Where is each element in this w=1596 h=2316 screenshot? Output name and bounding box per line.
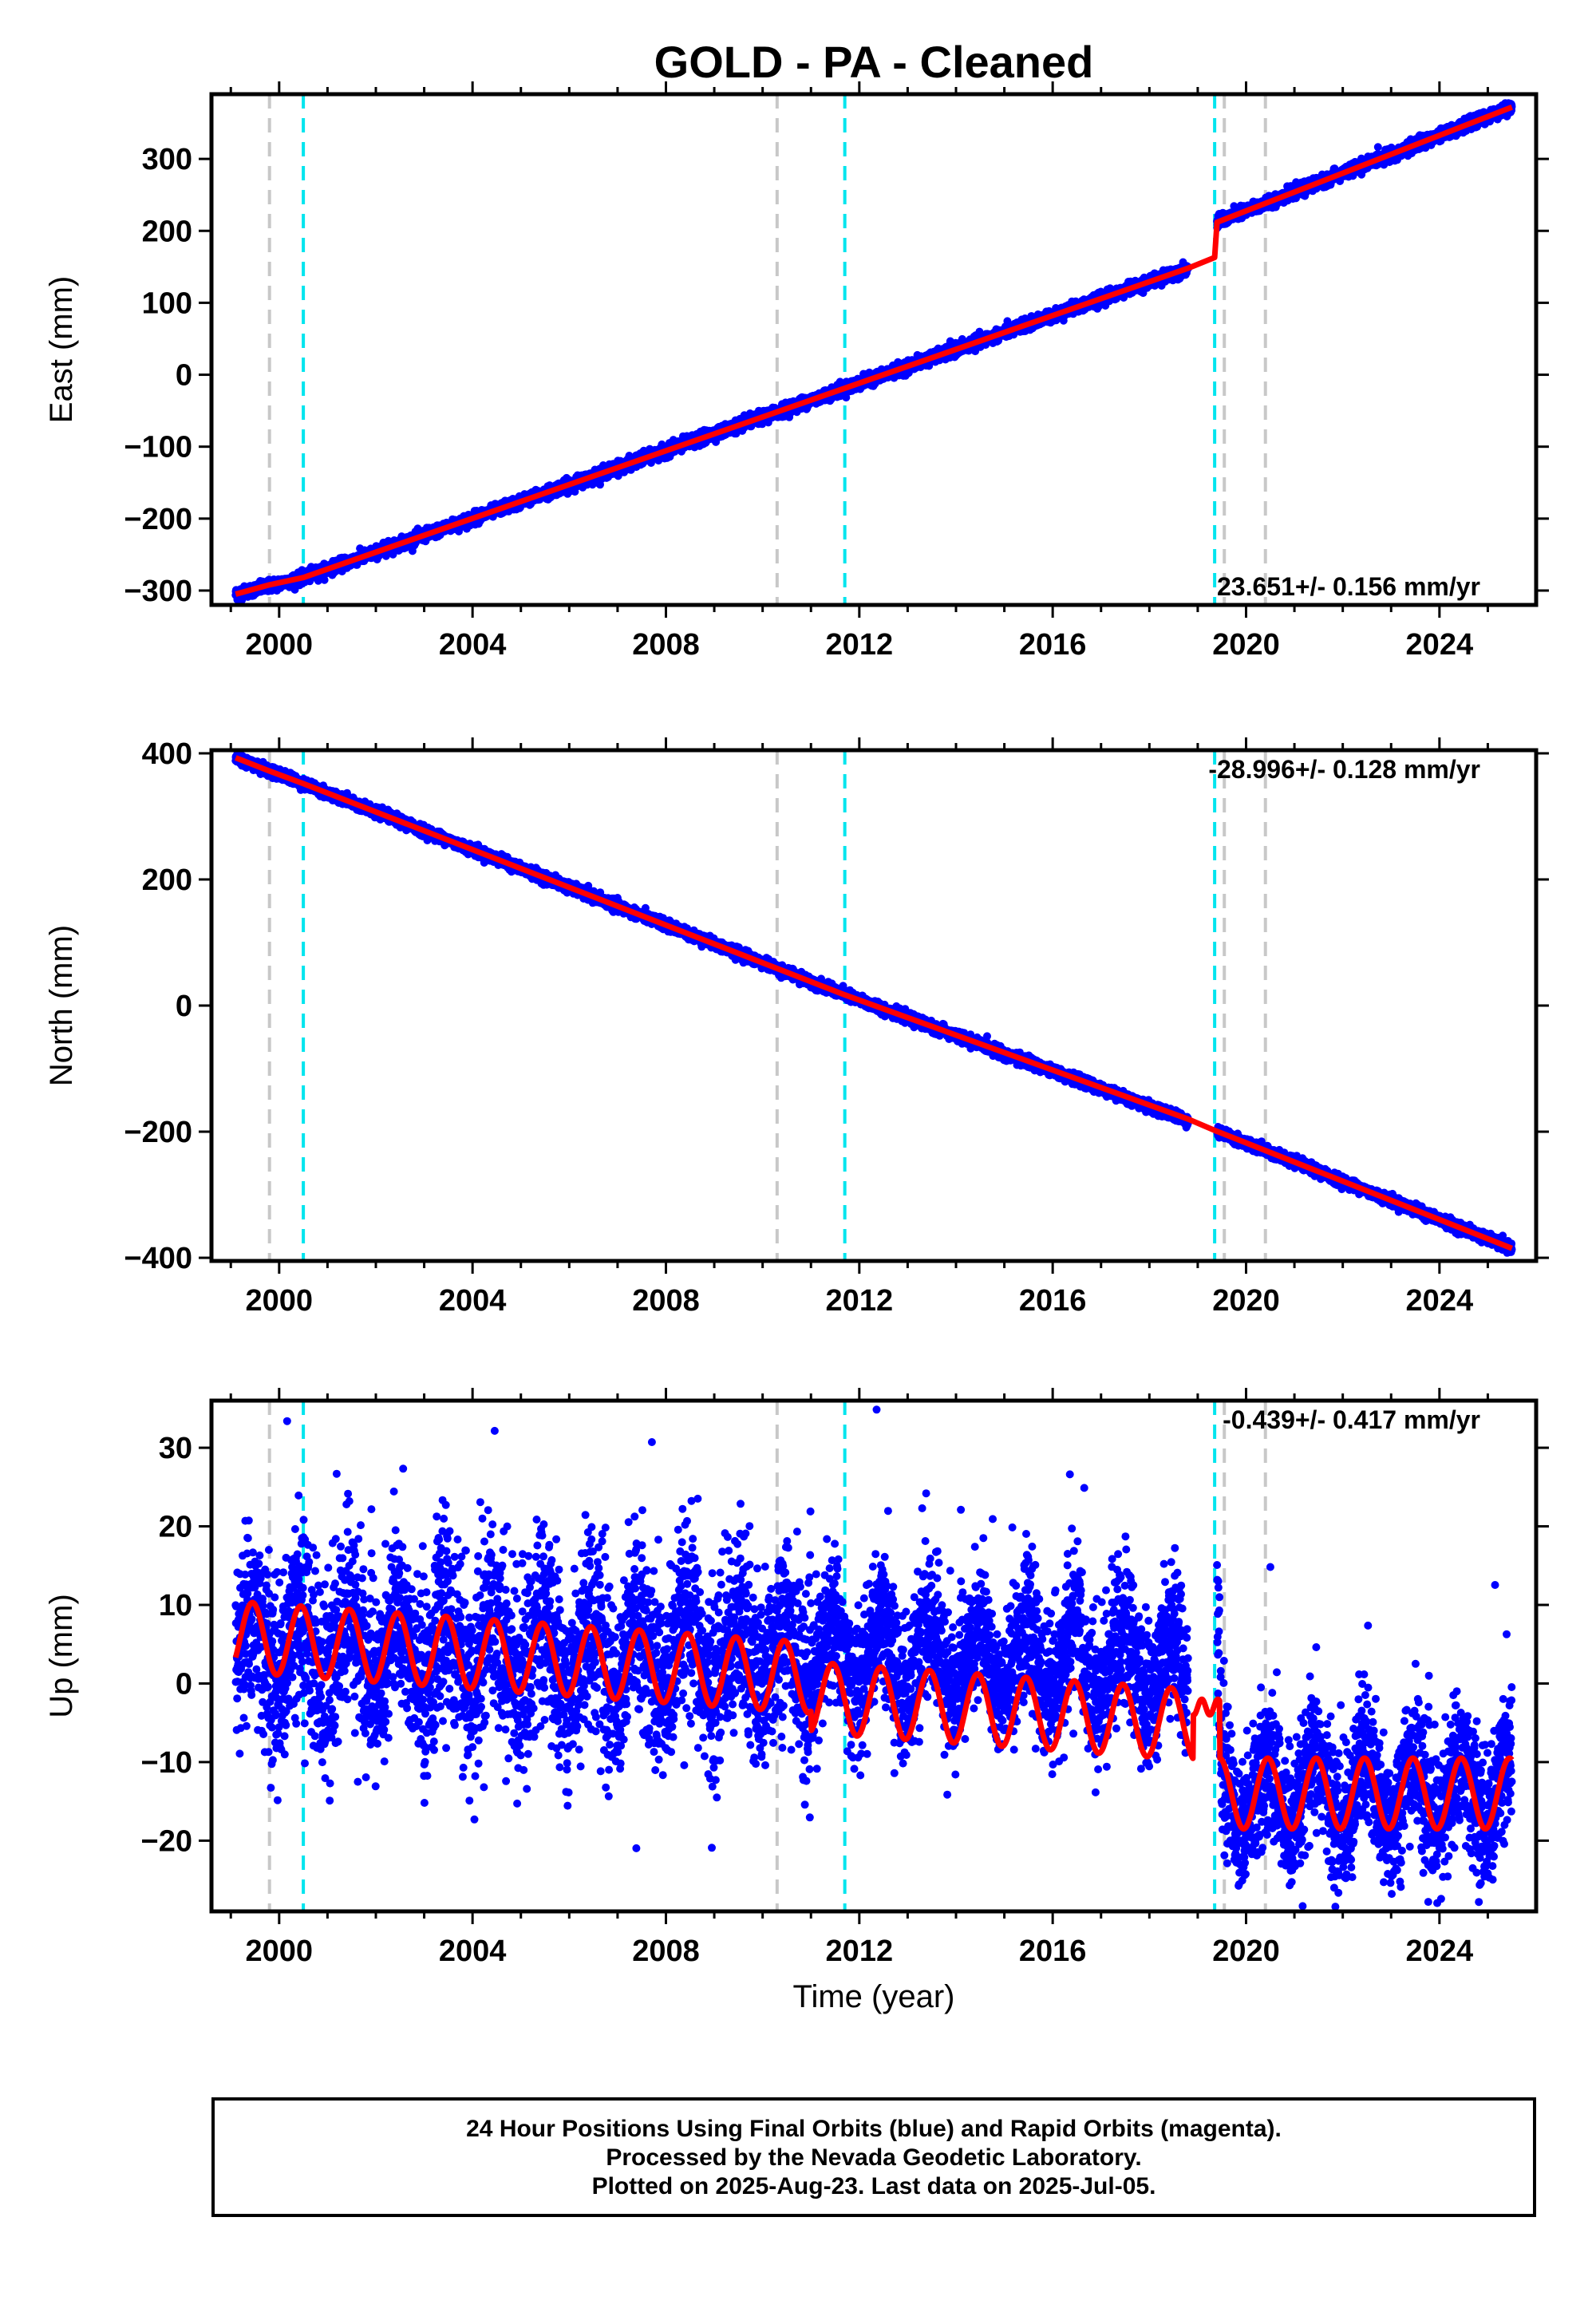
plot-area: [231, 94, 1516, 605]
panel-east: 2000 2004 2008 2012 2016 2020 2024−300−200−100…: [44, 81, 1549, 662]
observation-points: [231, 99, 1516, 604]
chart-title: GOLD - PA - Cleaned: [654, 37, 1094, 87]
